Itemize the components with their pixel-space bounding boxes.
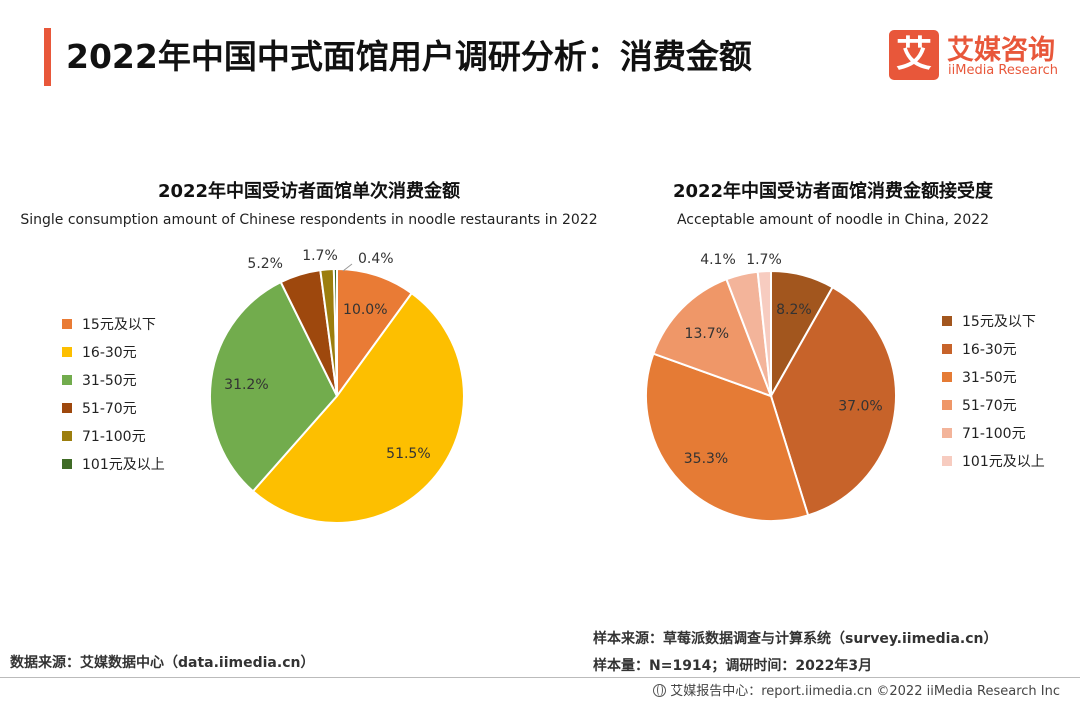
legend-item: 31-50元: [62, 366, 165, 394]
pie-slice: [756, 269, 772, 397]
label-leader-line: [342, 263, 353, 272]
legend-label: 31-50元: [82, 373, 137, 389]
legend-label: 51-70元: [82, 401, 137, 417]
pie-slice: [209, 280, 339, 493]
title-accent-bar: [44, 28, 51, 86]
data-label: 1.7%: [302, 248, 338, 264]
footer-divider: [0, 677, 1080, 678]
legend-swatch: [942, 316, 952, 326]
globe-icon: [653, 684, 667, 697]
footer-text: 艾媒报告中心：report.iimedia.cn ©2022 iiMedia R…: [670, 684, 1060, 699]
footer: 艾媒报告中心：report.iimedia.cn ©2022 iiMedia R…: [653, 680, 1060, 699]
legend-swatch: [62, 431, 72, 441]
legend-swatch: [942, 400, 952, 410]
data-label: 35.3%: [684, 451, 728, 467]
legend-item: 101元及以上: [942, 447, 1045, 475]
legend-item: 101元及以上: [62, 450, 165, 478]
right-chart-legend: 15元及以下 16-30元 31-50元 51-70元 71-100元 101元及以上: [942, 307, 1045, 475]
data-source-note: 数据来源：艾媒数据中心（data.iimedia.cn）: [10, 655, 315, 671]
data-label: 13.7%: [685, 326, 729, 342]
legend-label: 71-100元: [962, 426, 1026, 442]
legend-label: 16-30元: [82, 345, 137, 361]
data-label: 0.4%: [358, 251, 394, 267]
logo-chinese-name: 艾媒咨询: [947, 35, 1055, 66]
legend-swatch: [942, 428, 952, 438]
pie-slice: [251, 291, 465, 524]
iimedia-logo[interactable]: 艾 艾媒咨询 iiMedia Research: [889, 30, 1069, 82]
data-label: 51.5%: [386, 446, 430, 462]
data-label: 8.2%: [776, 302, 812, 318]
pie-slice: [769, 285, 897, 517]
legend-label: 15元及以下: [962, 314, 1036, 330]
legend-item: 71-100元: [942, 419, 1045, 447]
data-label: 31.2%: [224, 377, 268, 393]
right-chart-title: 2022年中国受访者面馆消费金额接受度: [672, 181, 994, 202]
page-title: 2022年中国中式面馆用户调研分析：消费金额: [66, 37, 752, 76]
legend-label: 101元及以上: [962, 454, 1045, 470]
legend-item: 51-70元: [942, 391, 1045, 419]
left-chart-legend: 15元及以下 16-30元 31-50元 51-70元 71-100元 101元及以上: [62, 310, 165, 478]
legend-swatch: [942, 456, 952, 466]
logo-english-name: iiMedia Research: [948, 63, 1059, 78]
legend-swatch: [942, 344, 952, 354]
legend-item: 51-70元: [62, 394, 165, 422]
data-label: 5.2%: [247, 256, 283, 272]
legend-item: 15元及以下: [62, 310, 165, 338]
legend-label: 101元及以上: [82, 457, 165, 473]
legend-swatch: [62, 403, 72, 413]
legend-swatch: [62, 319, 72, 329]
left-chart-subtitle: Single consumption amount of Chinese res…: [20, 212, 598, 228]
left-chart-title: 2022年中国受访者面馆单次消费金额: [157, 181, 461, 202]
legend-label: 16-30元: [962, 342, 1017, 358]
legend-label: 31-50元: [962, 370, 1017, 386]
legend-label: 71-100元: [82, 429, 146, 445]
logo-mark-icon: 艾: [889, 30, 939, 80]
legend-item: 16-30元: [62, 338, 165, 366]
legend-item: 71-100元: [62, 422, 165, 450]
legend-item: 31-50元: [942, 363, 1045, 391]
pie-slice: [652, 277, 773, 398]
sample-source-note: 样本来源：草莓派数据调查与计算系统（survey.iimedia.cn）: [593, 631, 998, 647]
legend-item: 15元及以下: [942, 307, 1045, 335]
legend-swatch: [62, 375, 72, 385]
data-label: 10.0%: [343, 302, 387, 318]
legend-swatch: [62, 347, 72, 357]
sample-size-note: 样本量：N=1914；调研时间：2022年3月: [593, 658, 873, 674]
data-label: 37.0%: [838, 399, 882, 415]
legend-swatch: [62, 459, 72, 469]
legend-swatch: [942, 372, 952, 382]
data-label: 4.1%: [700, 252, 736, 268]
data-label: 1.7%: [746, 252, 782, 268]
legend-label: 51-70元: [962, 398, 1017, 414]
pie-slice: [336, 267, 414, 400]
legend-label: 15元及以下: [82, 317, 156, 333]
pie-slice: [332, 267, 338, 397]
legend-item: 16-30元: [942, 335, 1045, 363]
right-chart-subtitle: Acceptable amount of noodle in China, 20…: [676, 212, 990, 228]
